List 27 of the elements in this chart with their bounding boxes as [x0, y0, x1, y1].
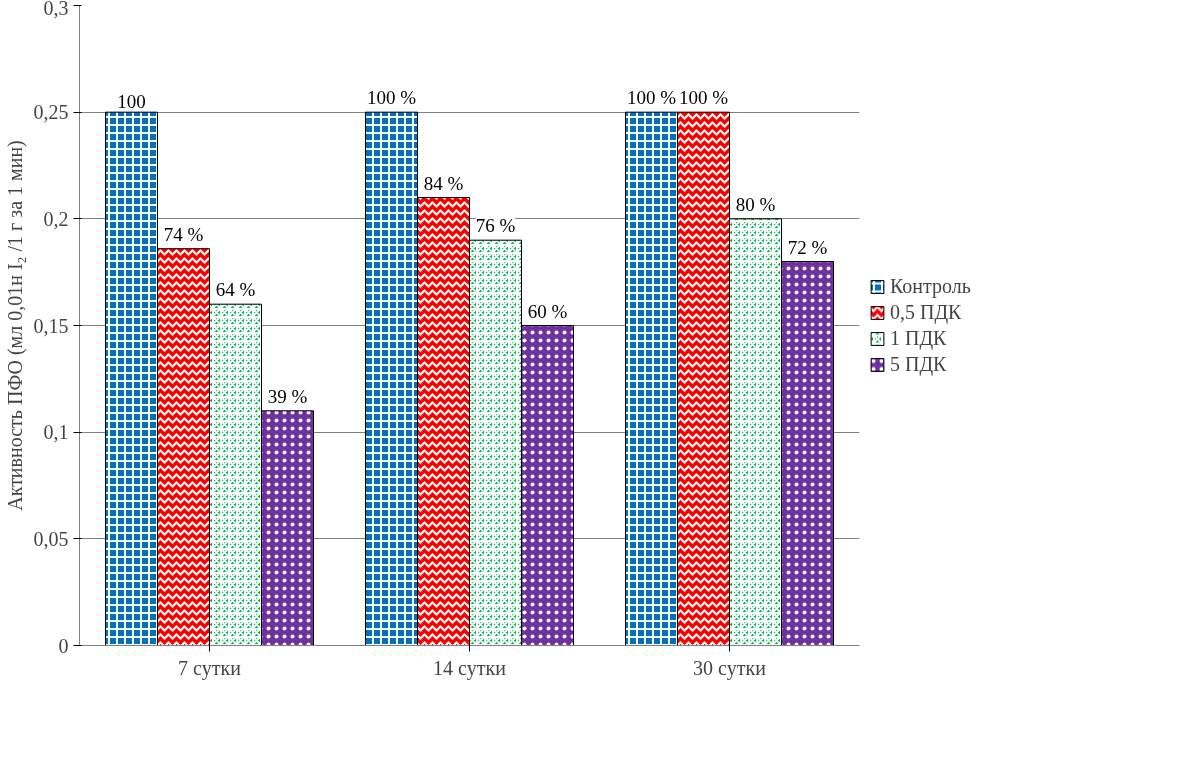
y-tick-label: 0,2	[43, 207, 69, 230]
y-tick-label: 0,25	[33, 101, 69, 124]
x-tick-label: 14 сутки	[433, 656, 507, 680]
annotation: 84 %	[423, 172, 464, 194]
y-tick-label: 0,05	[33, 527, 69, 550]
legend-label: 0,5 ПДК	[890, 300, 962, 324]
annotation: 60 %	[527, 300, 568, 322]
annotation: 100 %	[678, 87, 729, 109]
annotation: 39 %	[267, 385, 308, 407]
legend-label: Контроль	[890, 274, 971, 298]
legend-label: 5 ПДК	[890, 352, 947, 376]
annotation: 80 %	[735, 193, 776, 215]
annotation: 100	[117, 91, 146, 113]
x-tick-label: 7 сутки	[178, 656, 242, 680]
x-tick-label: 30 сутки	[693, 656, 767, 680]
y-tick-label: 0,3	[43, 0, 69, 19]
annotation: 100 %	[626, 87, 677, 109]
annotation: 100 %	[366, 87, 417, 109]
annotation: 64 %	[215, 279, 256, 301]
y-tick-label: 0	[58, 634, 69, 657]
y-axis-title: Активность ПФО (мл 0,01н I₂ /1 г за 1 мин)	[3, 140, 27, 511]
annotation: 76 %	[475, 215, 516, 237]
y-tick-label: 0,1	[43, 421, 69, 444]
legend-label: 1 ПДК	[890, 326, 947, 350]
y-tick-label: 0,15	[33, 314, 69, 337]
annotation: 72 %	[787, 236, 828, 258]
annotation: 74 %	[163, 223, 204, 245]
